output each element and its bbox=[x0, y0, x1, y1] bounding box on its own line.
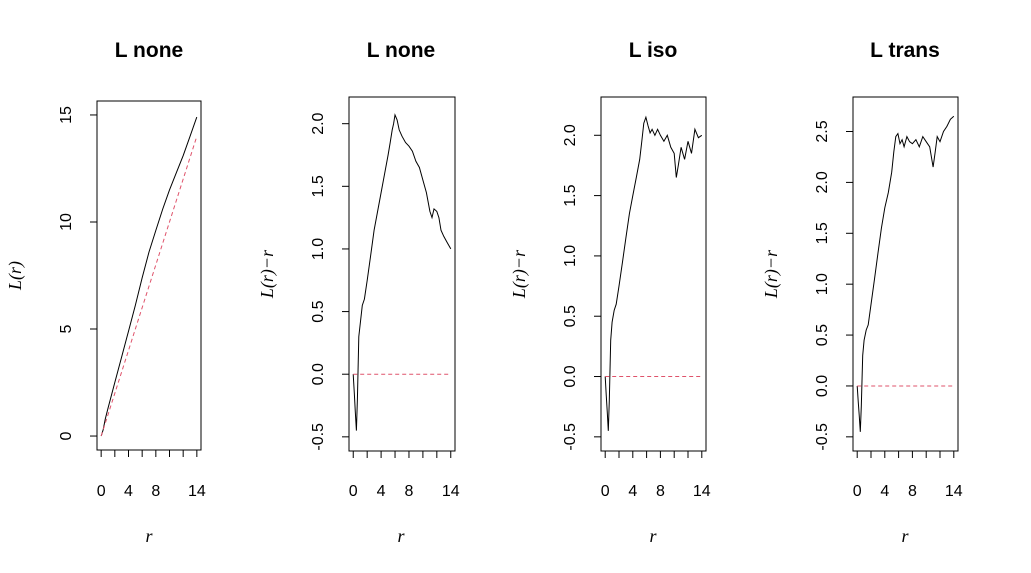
x-axis-label: r bbox=[901, 526, 909, 546]
y-tick-label: 0.0 bbox=[814, 375, 831, 397]
y-tick-label: 1.5 bbox=[310, 175, 327, 197]
y-tick-label: 1.5 bbox=[562, 184, 579, 206]
y-tick-label: 2.5 bbox=[814, 120, 831, 142]
y-axis-label: L(r) bbox=[5, 261, 26, 291]
y-tick-label: 0 bbox=[58, 431, 75, 440]
panel-title: L none bbox=[115, 39, 183, 62]
x-axis-label: r bbox=[397, 526, 405, 546]
x-tick-label: 8 bbox=[908, 483, 917, 500]
x-axis-label: r bbox=[649, 526, 657, 546]
y-axis-label: L(r)−r bbox=[509, 249, 530, 299]
x-tick-label: 4 bbox=[377, 483, 386, 500]
y-tick-label: 0.5 bbox=[814, 324, 831, 346]
y-tick-label: 2.0 bbox=[310, 112, 327, 134]
x-tick-label: 4 bbox=[880, 483, 889, 500]
y-tick-label: 5 bbox=[58, 324, 75, 333]
y-tick-label: 1.0 bbox=[562, 245, 579, 267]
y-axis-label: L(r)−r bbox=[257, 249, 278, 299]
observed-line bbox=[100, 116, 198, 437]
x-tick-label: 0 bbox=[349, 483, 358, 500]
observed-line bbox=[604, 115, 703, 431]
y-tick-label: 1.5 bbox=[814, 222, 831, 244]
x-tick-label: 8 bbox=[405, 483, 414, 500]
y-tick-label: 10 bbox=[58, 213, 75, 231]
y-tick-label: 2.0 bbox=[814, 171, 831, 193]
x-tick-label: 14 bbox=[693, 483, 711, 500]
panel-1: L none 0 4 8 14 0 5 10 15 r L(r) bbox=[5, 39, 206, 546]
x-tick-label: 0 bbox=[97, 483, 106, 500]
plot-frame bbox=[348, 96, 456, 452]
y-tick-label: -0.5 bbox=[562, 423, 579, 451]
x-tick-label: 0 bbox=[601, 483, 610, 500]
y-tick-label: -0.5 bbox=[814, 423, 831, 451]
plot-frame bbox=[852, 96, 959, 452]
panel-3: L iso 0 4 8 14 -0.5 0.0 0.5 1.0 1.5 2.0 r L(r)−r bbox=[509, 39, 711, 546]
panel-4: L trans 0 4 8 14 -0.5 0.0 0.5 1.0 1.5 2.0 2.5 r L(r)−… bbox=[761, 39, 963, 546]
x-tick-label: 0 bbox=[853, 483, 862, 500]
panel-2: L none 0 4 8 14 -0.5 0.0 0.5 1.0 1.5 2.0 r L(r)−r bbox=[257, 39, 460, 546]
panel-title: L trans bbox=[870, 39, 940, 62]
plot-frame bbox=[96, 100, 202, 451]
theoretical-line bbox=[100, 136, 198, 437]
x-tick-label: 8 bbox=[656, 483, 665, 500]
y-tick-label: 0.5 bbox=[562, 305, 579, 327]
x-tick-label: 8 bbox=[151, 483, 160, 500]
y-tick-label: 2.0 bbox=[562, 124, 579, 146]
y-tick-label: 0.0 bbox=[562, 365, 579, 387]
y-tick-label: 1.0 bbox=[310, 238, 327, 260]
y-tick-label: 0.0 bbox=[310, 363, 327, 385]
panel-title: L iso bbox=[629, 39, 678, 62]
x-tick-label: 14 bbox=[188, 483, 206, 500]
y-tick-label: 1.0 bbox=[814, 273, 831, 295]
x-tick-label: 4 bbox=[628, 483, 637, 500]
x-tick-label: 14 bbox=[945, 483, 963, 500]
observed-line bbox=[856, 115, 955, 432]
plot-frame bbox=[600, 96, 707, 452]
panel-title: L none bbox=[367, 39, 435, 62]
y-tick-label: -0.5 bbox=[310, 423, 327, 451]
x-axis-label: r bbox=[145, 526, 153, 546]
x-tick-label: 4 bbox=[124, 483, 133, 500]
y-axis-label: L(r)−r bbox=[761, 249, 782, 299]
y-tick-label: 0.5 bbox=[310, 300, 327, 322]
observed-line bbox=[352, 113, 452, 431]
y-tick-label: 15 bbox=[58, 106, 75, 124]
x-tick-label: 14 bbox=[442, 483, 460, 500]
